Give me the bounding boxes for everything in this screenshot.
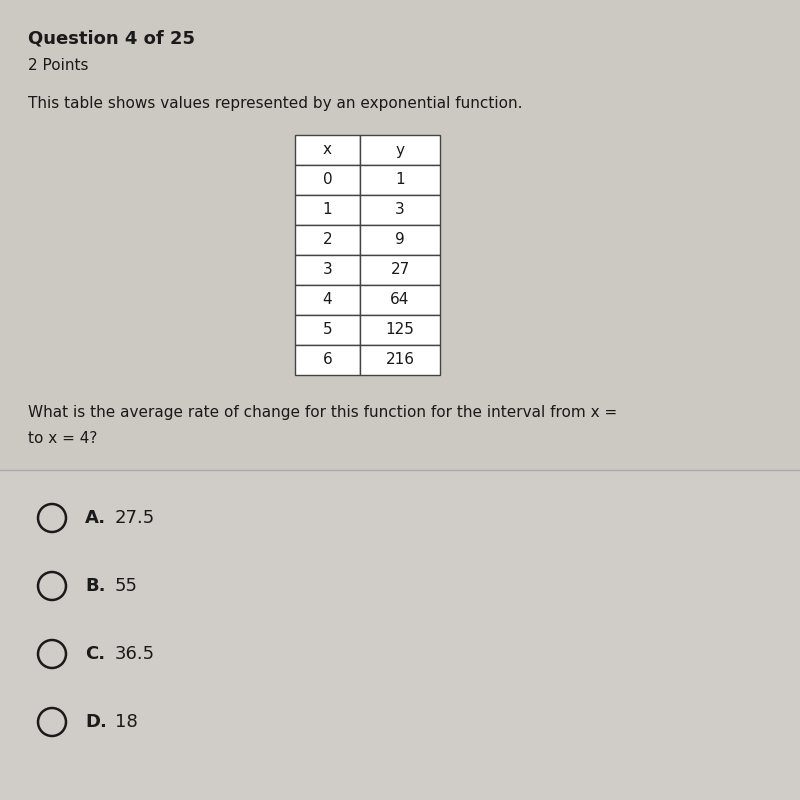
Bar — [360, 195, 440, 225]
Text: 27: 27 — [390, 262, 410, 278]
Text: x: x — [323, 142, 332, 158]
Text: 27.5: 27.5 — [115, 509, 155, 527]
Bar — [360, 255, 440, 285]
Text: 216: 216 — [386, 353, 414, 367]
Text: C.: C. — [85, 645, 105, 663]
Text: 3: 3 — [322, 262, 332, 278]
Bar — [295, 255, 360, 285]
Bar — [0, 470, 800, 800]
Text: What is the average rate of change for this function for the interval from x =: What is the average rate of change for t… — [28, 405, 618, 420]
Text: 18: 18 — [115, 713, 138, 731]
Text: 9: 9 — [395, 233, 405, 247]
Text: 3: 3 — [395, 202, 405, 218]
Bar — [295, 345, 360, 375]
Text: 2 Points: 2 Points — [28, 58, 89, 73]
Bar — [295, 135, 360, 165]
Text: A.: A. — [85, 509, 106, 527]
Text: 36.5: 36.5 — [115, 645, 155, 663]
Text: 1: 1 — [322, 202, 332, 218]
Bar — [360, 345, 440, 375]
Bar — [295, 225, 360, 255]
Bar — [295, 285, 360, 315]
Bar — [360, 135, 440, 165]
Text: 64: 64 — [390, 293, 410, 307]
Text: D.: D. — [85, 713, 107, 731]
Bar — [295, 195, 360, 225]
Text: to x = 4?: to x = 4? — [28, 431, 98, 446]
Text: y: y — [395, 142, 405, 158]
Bar — [360, 165, 440, 195]
Text: 0: 0 — [322, 173, 332, 187]
Bar — [360, 225, 440, 255]
Bar — [360, 285, 440, 315]
Text: 5: 5 — [322, 322, 332, 338]
Text: 4: 4 — [322, 293, 332, 307]
Text: This table shows values represented by an exponential function.: This table shows values represented by a… — [28, 96, 522, 111]
Text: 2: 2 — [322, 233, 332, 247]
Text: 55: 55 — [115, 577, 138, 595]
Text: 1: 1 — [395, 173, 405, 187]
Text: 6: 6 — [322, 353, 332, 367]
Text: Question 4 of 25: Question 4 of 25 — [28, 30, 195, 48]
Bar — [295, 315, 360, 345]
Text: 125: 125 — [386, 322, 414, 338]
Bar — [295, 165, 360, 195]
Text: B.: B. — [85, 577, 106, 595]
Bar — [360, 315, 440, 345]
